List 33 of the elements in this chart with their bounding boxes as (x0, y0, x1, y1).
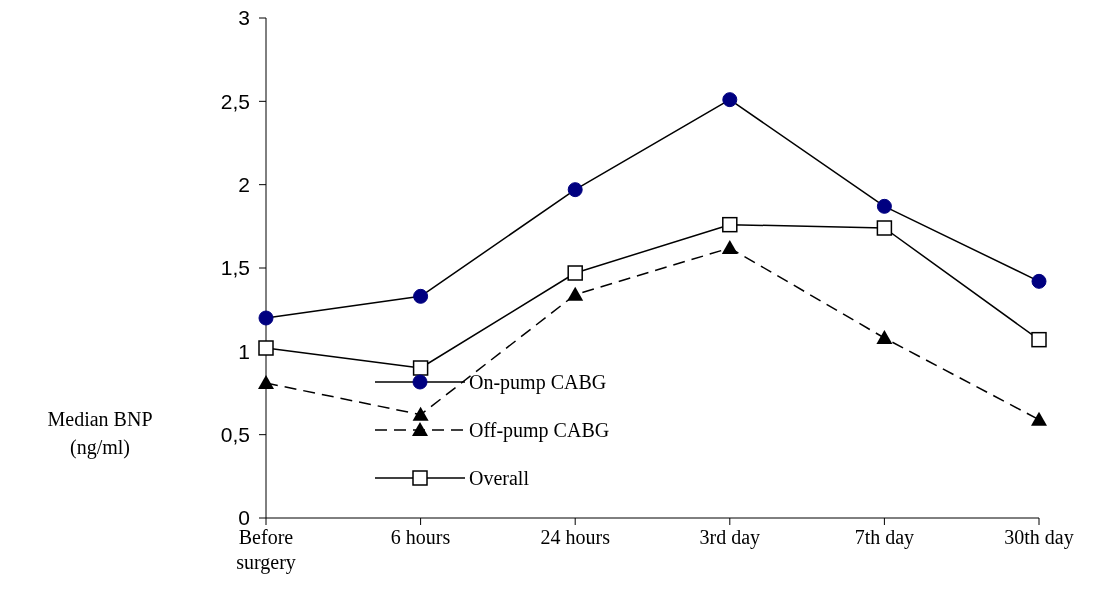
legend-label: On-pump CABG (469, 371, 607, 394)
y-tick-label: 3 (238, 6, 250, 30)
legend-label: Off-pump CABG (469, 419, 610, 442)
y-tick-label: 1 (238, 339, 250, 363)
x-tick-label: 7th day (854, 526, 915, 549)
point (412, 406, 429, 421)
y-tick-label: 1,5 (220, 256, 250, 280)
y-tick-label: 2 (238, 173, 250, 197)
point (1031, 411, 1047, 426)
y-tick-label: 2,5 (220, 89, 250, 113)
point (258, 375, 274, 389)
x-tick-label: 6 hours (390, 526, 451, 548)
point (412, 360, 429, 376)
x-tick-label: 3rd day (699, 526, 761, 549)
point (876, 198, 892, 214)
point (567, 182, 583, 198)
point (567, 265, 583, 281)
point (721, 240, 738, 254)
point (413, 288, 429, 304)
point (258, 340, 274, 356)
point (567, 286, 584, 301)
point (876, 330, 893, 344)
point (1031, 331, 1047, 348)
point (1031, 273, 1047, 289)
y-axis-title: Median BNP (ng/ml) (47, 408, 153, 459)
point (258, 310, 274, 326)
y-tick-label: 0,5 (220, 423, 250, 447)
point (722, 216, 738, 233)
x-tick-label: 30th day (1004, 526, 1074, 549)
point (722, 92, 738, 108)
legend-label: Overall (469, 467, 530, 489)
x-tick-label: 24 hours (540, 526, 611, 548)
point (876, 220, 893, 236)
